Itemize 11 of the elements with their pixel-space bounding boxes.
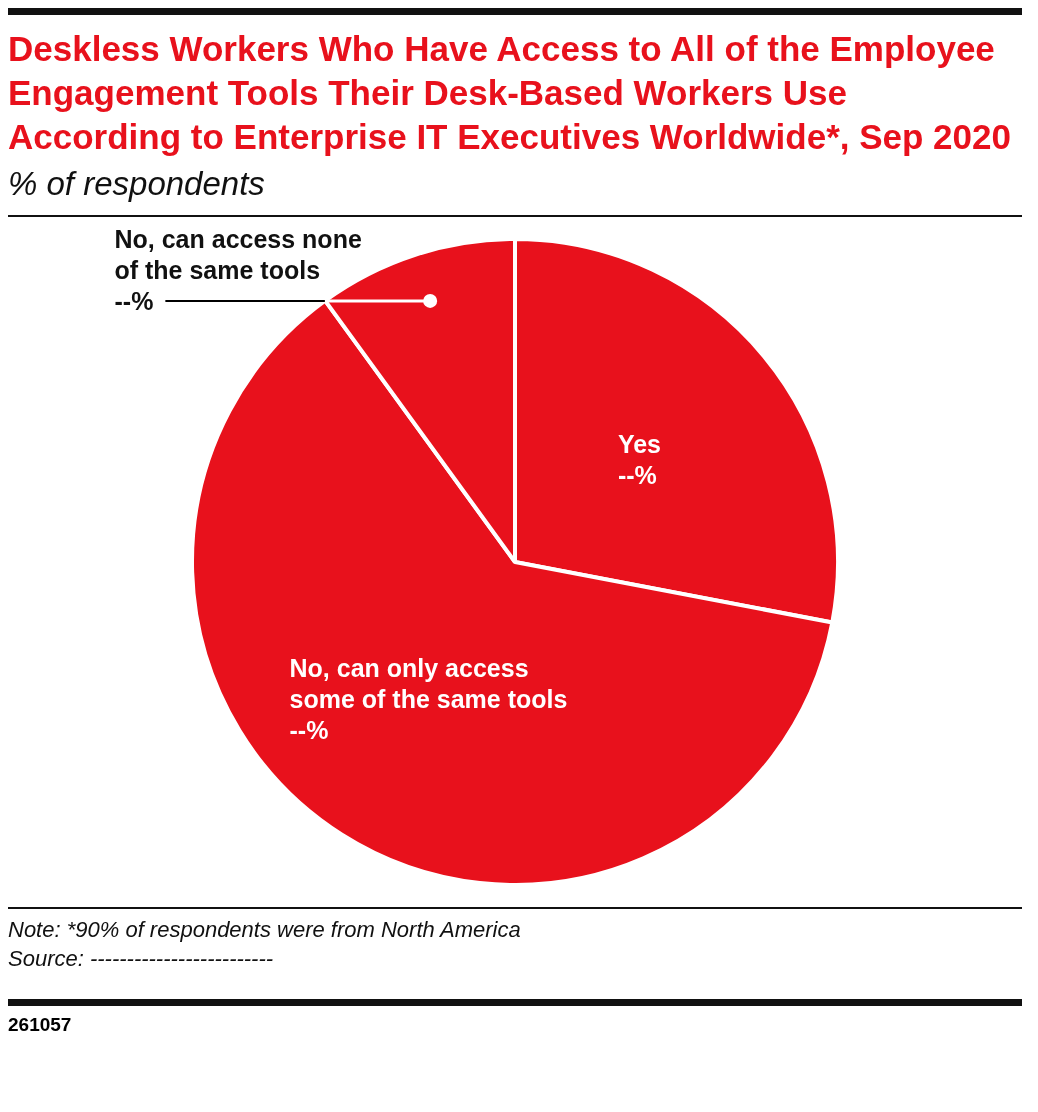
slice-label: No, can only access some of the same tools — [289, 653, 568, 713]
chart-subtitle: % of respondents — [8, 165, 266, 203]
data-label: --% — [114, 286, 154, 315]
source-note: Source: ------------------------- — [8, 945, 275, 973]
text: Note: *90% of respondents were from North America — [8, 916, 522, 944]
chart-title: Deskless Workers Who Have Access to All of the Employee Engagement Tools Their Desk-Based Workers Use According to Enterprise IT Executives Worldwide*, Sep 2020 — [8, 28, 1012, 158]
data-label: --% — [617, 460, 657, 489]
slice-label: Yes — [617, 429, 661, 458]
data-label: --% — [289, 715, 329, 744]
slice-label: No, can access none of the same tools — [114, 224, 362, 284]
text: 261057 — [8, 999, 1022, 1036]
